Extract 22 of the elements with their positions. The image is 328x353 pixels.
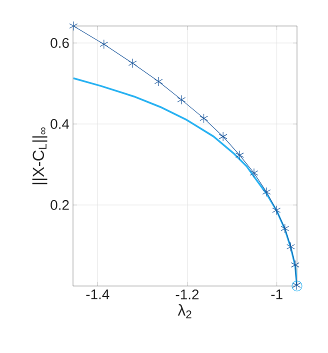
y-tick-label: 0.2: [50, 200, 69, 210]
y-tick-label: 0.6: [50, 38, 69, 48]
x-axis-title: λ$_{2}$: [178, 304, 192, 318]
x-tick-label: -1: [271, 290, 282, 300]
x-tick-label: -1.4: [86, 290, 110, 300]
point: [286, 242, 295, 252]
y-axis-title: ||X-C$_{L}$||$_{∞}$: [32, 127, 48, 184]
point: [262, 187, 271, 197]
point: [280, 224, 290, 234]
point: [177, 94, 186, 105]
point: [291, 260, 300, 270]
point: [154, 76, 163, 86]
x-tick-label: -1.2: [176, 290, 199, 300]
point: [100, 39, 108, 50]
point: [272, 205, 281, 216]
point: [69, 21, 78, 31]
point: [200, 114, 208, 124]
point: [128, 58, 137, 68]
point: [235, 150, 244, 160]
y-tick-label: 0.4: [50, 119, 70, 129]
point: [218, 132, 228, 142]
point: [250, 168, 258, 178]
